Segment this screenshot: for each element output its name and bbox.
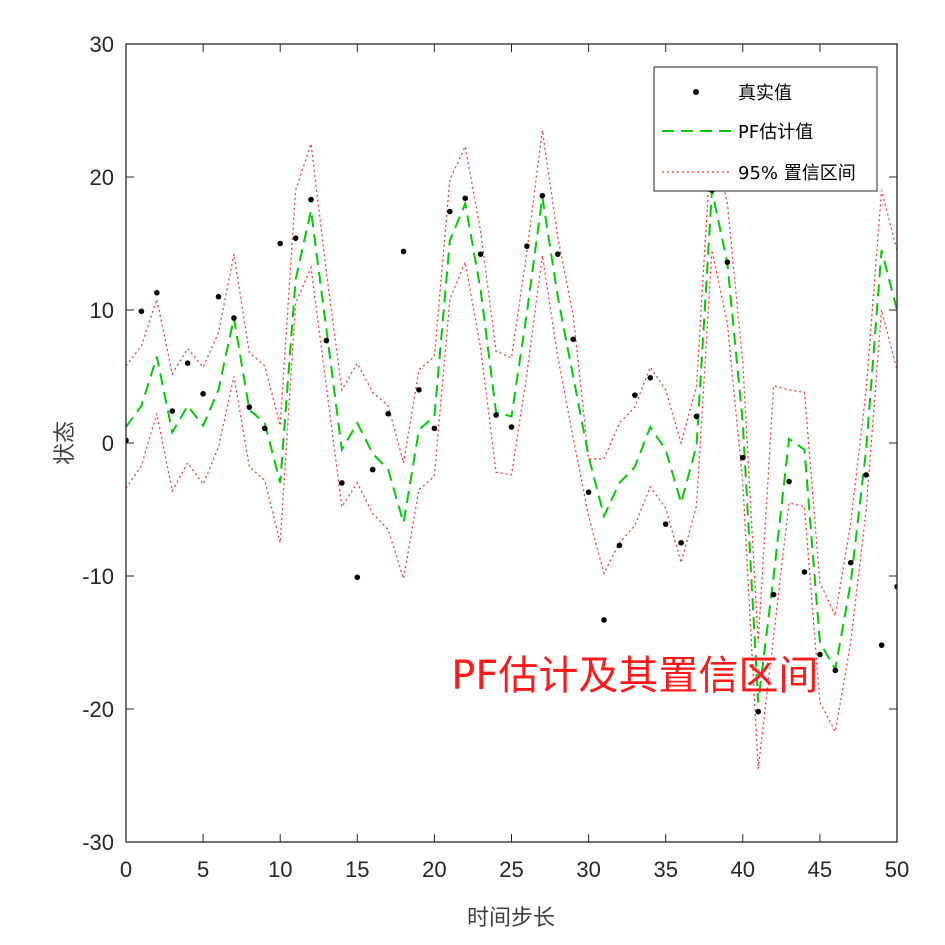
true-value-point: [817, 651, 823, 658]
true-value-point: [138, 308, 145, 315]
true-value-point: [200, 390, 206, 397]
true-value-point: [801, 569, 808, 575]
true-value-point: [770, 591, 777, 598]
x-tick-label: 30: [576, 857, 600, 882]
true-value-point: [616, 542, 623, 549]
true-value-point: [570, 336, 576, 343]
y-tick-label: 20: [90, 165, 114, 190]
true-value-point: [662, 521, 669, 527]
true-value-point: [894, 583, 897, 590]
true-value-point: [539, 192, 546, 199]
y-tick-label: 0: [102, 431, 114, 456]
legend-box: [653, 66, 878, 192]
true-value-point: [878, 642, 885, 648]
true-value-point: [601, 617, 607, 623]
x-axis-label: 时间步长: [467, 906, 555, 931]
true-value-point: [431, 425, 438, 432]
true-value-point: [169, 408, 176, 414]
true-value-point: [323, 337, 330, 344]
legend-marker-true-value: [693, 89, 699, 95]
series-line-ci-lower: [126, 250, 897, 769]
true-value-point: [693, 413, 700, 420]
true-value-point: [647, 375, 654, 381]
series-line-pf-estimate: [126, 190, 897, 703]
true-value-point: [385, 410, 391, 417]
true-value-point: [354, 574, 361, 581]
true-value-point: [369, 466, 376, 473]
y-tick-label: -20: [82, 697, 114, 722]
x-tick-label: 25: [499, 857, 523, 882]
y-tick-label: 10: [90, 298, 114, 323]
legend-label-confidence-interval: 95% 置信区间: [738, 163, 856, 184]
x-tick-label: 15: [345, 857, 369, 882]
x-tick-label: 35: [653, 857, 677, 882]
true-value-point: [447, 208, 453, 215]
true-value-point: [832, 667, 839, 674]
true-value-point: [493, 412, 499, 418]
true-value-point: [277, 240, 284, 247]
legend: 真实值 PF估计值 95% 置信区间: [653, 66, 878, 192]
true-value-point: [400, 248, 407, 255]
y-tick-label: 30: [90, 32, 114, 57]
tick-layer: 0 5 10 15 20 25 30 35 40 45 50 -30 -20 -10 0 10 20 30: [82, 32, 909, 882]
y-tick-label: -30: [82, 830, 114, 855]
true-value-point: [724, 259, 731, 265]
true-value-point: [126, 437, 129, 444]
chart-annotation: PF估计及其置信区间: [451, 653, 818, 699]
true-value-point: [246, 404, 253, 410]
true-value-point: [524, 243, 530, 249]
true-value-point: [863, 472, 869, 478]
x-tick-label: 5: [197, 857, 209, 882]
true-value-point: [154, 289, 160, 296]
true-value-point: [416, 387, 422, 393]
x-tick-label: 40: [731, 857, 755, 882]
true-value-point: [184, 360, 191, 367]
true-value-point: [740, 454, 746, 461]
x-tick-label: 50: [885, 857, 909, 882]
y-tick-label: -10: [82, 564, 114, 589]
true-value-point: [847, 559, 854, 566]
legend-label-pf-estimate: PF估计值: [738, 122, 813, 143]
true-value-point: [632, 392, 638, 398]
series-layer: [126, 130, 897, 769]
x-tick-label: 45: [808, 857, 832, 882]
true-value-point: [554, 251, 561, 257]
true-value-point: [508, 424, 515, 430]
x-tick-label: 0: [120, 857, 132, 882]
x-tick-label: 20: [422, 857, 446, 882]
true-value-point: [339, 480, 345, 486]
true-value-point: [678, 539, 684, 546]
true-value-point: [585, 489, 592, 496]
true-value-point: [308, 196, 314, 203]
x-tick-label: 10: [268, 857, 292, 882]
true-value-point: [292, 235, 299, 241]
true-value-point: [215, 293, 222, 300]
true-value-point: [261, 425, 268, 432]
true-value-point: [462, 195, 469, 202]
y-axis-label: 状态: [53, 421, 78, 465]
true-value-point: [755, 708, 762, 715]
true-value-point: [786, 478, 792, 485]
true-value-point: [231, 315, 237, 321]
legend-label-true-value: 真实值: [738, 83, 792, 104]
true-value-point: [477, 251, 484, 257]
